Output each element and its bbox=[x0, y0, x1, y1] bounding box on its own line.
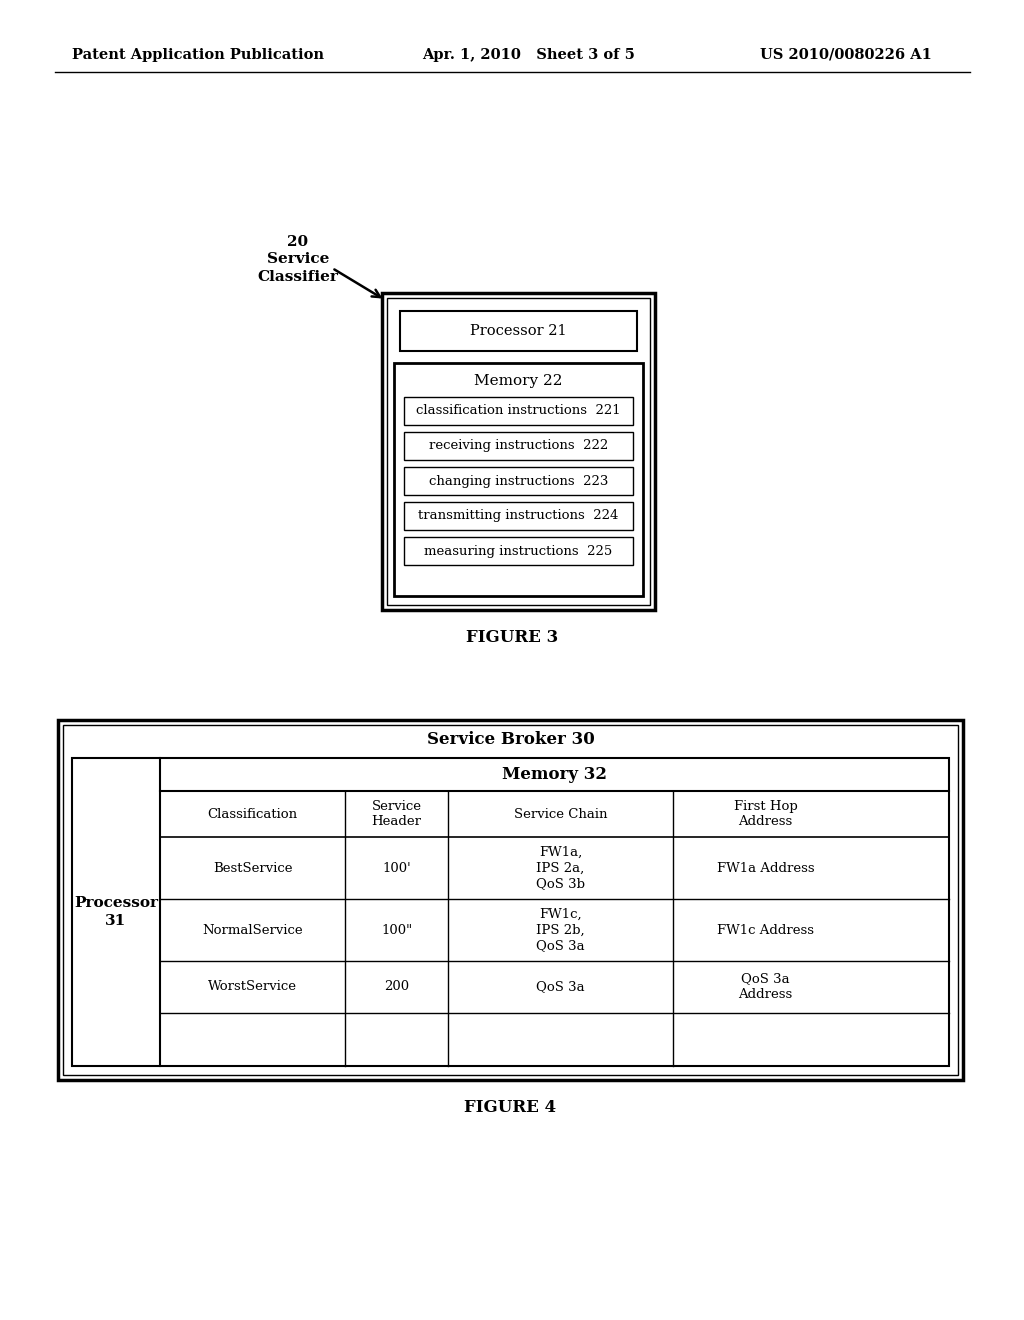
Bar bbox=[404, 537, 633, 565]
Text: Memory 32: Memory 32 bbox=[502, 766, 607, 783]
Text: FW1c,
IPS 2b,
QoS 3a: FW1c, IPS 2b, QoS 3a bbox=[537, 908, 585, 953]
Bar bbox=[72, 758, 949, 1067]
Text: Processor 21: Processor 21 bbox=[470, 323, 567, 338]
Bar bbox=[58, 719, 963, 1080]
Text: Service Broker 30: Service Broker 30 bbox=[427, 731, 594, 748]
Bar bbox=[394, 363, 643, 597]
Bar bbox=[404, 397, 633, 425]
Text: 20
Service
Classifier: 20 Service Classifier bbox=[258, 235, 339, 284]
Text: FW1a,
IPS 2a,
QoS 3b: FW1a, IPS 2a, QoS 3b bbox=[536, 846, 585, 891]
Text: transmitting instructions  224: transmitting instructions 224 bbox=[419, 510, 618, 523]
Text: NormalService: NormalService bbox=[203, 924, 303, 936]
Text: Service Chain: Service Chain bbox=[514, 808, 607, 821]
Text: WorstService: WorstService bbox=[208, 981, 297, 994]
Text: changing instructions  223: changing instructions 223 bbox=[429, 474, 608, 487]
Text: measuring instructions  225: measuring instructions 225 bbox=[424, 544, 612, 557]
Text: QoS 3a: QoS 3a bbox=[537, 981, 585, 994]
Bar bbox=[400, 312, 637, 351]
Text: Apr. 1, 2010   Sheet 3 of 5: Apr. 1, 2010 Sheet 3 of 5 bbox=[422, 48, 635, 62]
Text: 100': 100' bbox=[382, 862, 411, 874]
Text: BestService: BestService bbox=[213, 862, 293, 874]
Text: Memory 22: Memory 22 bbox=[474, 374, 563, 388]
Text: FW1a Address: FW1a Address bbox=[717, 862, 814, 874]
Text: 200: 200 bbox=[384, 981, 410, 994]
Bar bbox=[404, 432, 633, 459]
Text: receiving instructions  222: receiving instructions 222 bbox=[429, 440, 608, 453]
Text: Patent Application Publication: Patent Application Publication bbox=[72, 48, 324, 62]
Text: Classification: Classification bbox=[208, 808, 298, 821]
Bar bbox=[404, 502, 633, 531]
Text: classification instructions  221: classification instructions 221 bbox=[416, 404, 621, 417]
Bar bbox=[387, 298, 650, 605]
Text: US 2010/0080226 A1: US 2010/0080226 A1 bbox=[760, 48, 932, 62]
Text: FIGURE 4: FIGURE 4 bbox=[465, 1100, 557, 1117]
Text: Service
Header: Service Header bbox=[372, 800, 422, 828]
Text: FIGURE 3: FIGURE 3 bbox=[466, 630, 558, 647]
Bar bbox=[63, 725, 958, 1074]
Bar bbox=[404, 467, 633, 495]
Bar bbox=[382, 293, 655, 610]
Text: Processor
31: Processor 31 bbox=[74, 896, 158, 928]
Text: 100": 100" bbox=[381, 924, 413, 936]
Text: QoS 3a
Address: QoS 3a Address bbox=[738, 973, 793, 1002]
Text: FW1c Address: FW1c Address bbox=[717, 924, 814, 936]
Text: First Hop
Address: First Hop Address bbox=[733, 800, 798, 828]
